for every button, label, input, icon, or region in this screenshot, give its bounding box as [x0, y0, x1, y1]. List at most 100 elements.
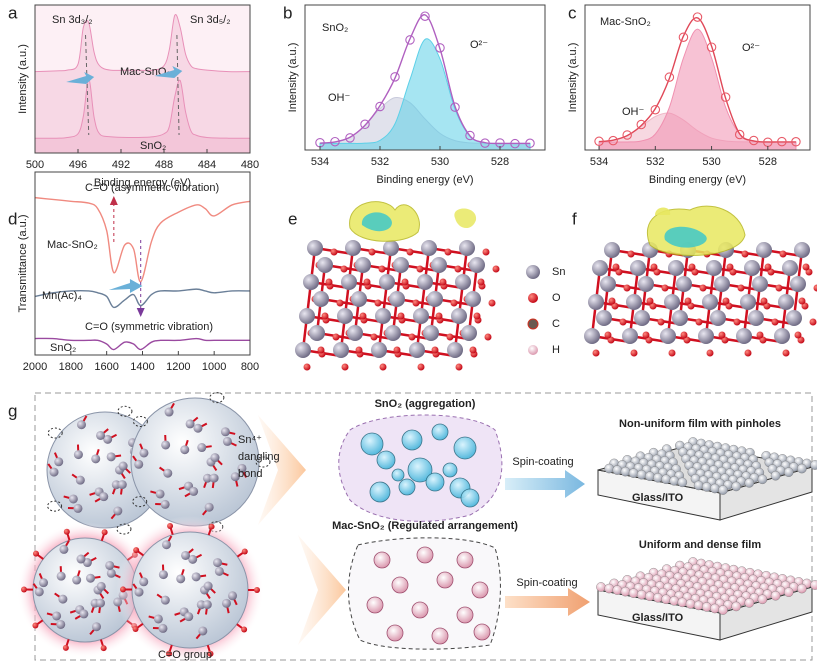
dangling-bond: [47, 500, 63, 512]
atom: [91, 454, 101, 464]
x-tick-label: 496: [69, 159, 87, 171]
atom: [230, 472, 240, 482]
dispersed-particle: [416, 546, 434, 564]
atom: [203, 581, 213, 591]
dispersed-particle: [391, 576, 409, 594]
film-particle: [731, 601, 741, 612]
film-particle: [628, 588, 639, 598]
marker: [594, 136, 604, 147]
atom: [740, 294, 756, 310]
atom: [477, 278, 485, 286]
marker: [664, 72, 675, 82]
atom: [802, 263, 810, 271]
marker: [465, 130, 475, 141]
atom: [167, 523, 174, 530]
film-particle: [783, 587, 794, 597]
atom: [359, 312, 367, 320]
marker: [480, 138, 490, 148]
aggregated-particle: [369, 481, 391, 503]
atom: [439, 278, 447, 286]
atom: [95, 598, 105, 608]
dangling-bond: [209, 392, 225, 404]
series-label: SnO₂: [50, 342, 76, 354]
atom: [661, 284, 669, 292]
marker: [360, 119, 370, 130]
atom: [222, 436, 232, 446]
shift-arrow: [108, 279, 143, 293]
atom: [355, 257, 371, 273]
atom: [99, 492, 109, 502]
atom: [363, 278, 371, 286]
atom: [113, 506, 123, 516]
atom: [588, 294, 604, 310]
atom: [76, 554, 86, 564]
annotation: C=O (asymmetric vibration): [85, 182, 219, 194]
atom: [435, 312, 443, 320]
atom: [638, 276, 654, 292]
atom: [744, 260, 760, 276]
dispersed-particle: [471, 581, 489, 599]
chevron: [258, 415, 306, 525]
atom: [221, 598, 231, 608]
atom: [303, 363, 311, 371]
marker: [650, 104, 661, 115]
marker: [692, 12, 703, 22]
atom: [139, 448, 149, 458]
atom: [718, 331, 726, 339]
film-particle: [645, 591, 655, 602]
atom: [134, 459, 144, 469]
film-particle: [636, 469, 647, 480]
atom: [623, 284, 631, 292]
legend-label: Sn: [552, 266, 565, 278]
atom: [75, 475, 85, 485]
atom: [748, 310, 764, 326]
atom: [733, 318, 741, 326]
atom: [228, 591, 238, 601]
atom: [158, 623, 168, 633]
atom: [117, 480, 127, 490]
atom: [160, 499, 170, 509]
atom: [214, 566, 224, 576]
atom: [86, 573, 96, 583]
atom: [163, 468, 173, 478]
atom: [39, 578, 49, 588]
atom: [688, 263, 696, 271]
x-tick-label: 484: [198, 159, 216, 171]
y-axis-label: Intensity (a.u.): [17, 44, 29, 114]
atom: [622, 328, 638, 344]
chevron: [298, 535, 346, 645]
x-axis-label: Binding energy (eV): [376, 174, 473, 186]
nanoparticle: [17, 522, 153, 658]
atom: [299, 308, 315, 324]
atom: [642, 331, 650, 339]
atom: [782, 349, 790, 357]
atom: [181, 550, 191, 560]
atom: [72, 575, 82, 585]
atom: [397, 312, 405, 320]
atom: [56, 571, 66, 581]
plot-background: [35, 5, 250, 153]
aggregated-particle: [407, 457, 433, 483]
film-particle: [731, 481, 741, 492]
atom: [488, 299, 496, 307]
arrow-head: [136, 308, 145, 317]
dispersed-particle: [386, 624, 404, 642]
film-particle: [612, 465, 623, 475]
atom: [165, 650, 172, 657]
x-tick-label: 500: [26, 159, 44, 171]
annotation: Glass/ITO: [632, 492, 684, 504]
dispersed-particle: [436, 571, 454, 589]
atom: [374, 299, 382, 307]
atom: [592, 349, 600, 357]
legend-atom: [528, 345, 538, 355]
atom: [771, 318, 779, 326]
area: [34, 14, 251, 154]
atom: [96, 581, 106, 591]
marker: [706, 42, 717, 52]
legend-atom: [528, 293, 538, 303]
aggregated-particle: [431, 423, 449, 441]
atom: [210, 453, 220, 463]
atom: [809, 318, 817, 326]
atom: [193, 423, 203, 433]
atom: [191, 572, 201, 582]
